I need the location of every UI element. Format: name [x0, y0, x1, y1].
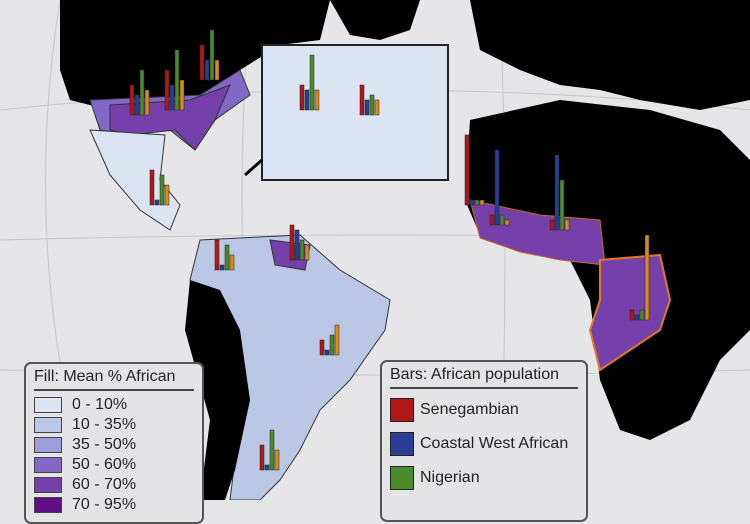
population-bar	[359, 84, 365, 116]
population-bar	[304, 244, 310, 261]
bar-legend-title: Bars: African population	[390, 366, 578, 389]
fill-label: 10 - 35%	[72, 416, 137, 433]
population-bar	[199, 44, 205, 81]
bar-legend-item: Nigerian	[390, 461, 578, 495]
europe-landmass	[470, 0, 750, 110]
population-bar	[149, 169, 155, 206]
fill-swatch	[34, 497, 62, 513]
population-bar	[319, 339, 325, 356]
population-bar	[464, 134, 470, 206]
population-bar	[224, 244, 230, 271]
population-bar	[289, 224, 295, 261]
population-bar	[129, 84, 135, 116]
bar-legend-item: Coastal West African	[390, 427, 578, 461]
population-bar	[644, 234, 650, 321]
greenland-landmass	[330, 0, 420, 40]
fill-legend-title: Fill: Mean % African	[34, 368, 194, 391]
population-bar	[499, 214, 505, 226]
fill-legend-item: 35 - 50%	[34, 435, 194, 455]
fill-legend-item: 70 - 95%	[34, 495, 194, 515]
population-bar	[174, 49, 180, 111]
population-bar	[274, 449, 280, 471]
population-bar	[559, 179, 565, 231]
fill-legend-item: 60 - 70%	[34, 475, 194, 495]
north-america-landmass	[60, 0, 330, 110]
population-bar	[494, 149, 500, 226]
population-bar	[554, 154, 560, 231]
fill-swatch	[34, 457, 62, 473]
fill-swatch	[34, 397, 62, 413]
population-bar	[209, 29, 215, 81]
population-bar	[639, 309, 645, 321]
population-bar	[304, 89, 310, 111]
map	[0, 0, 750, 500]
population-bar	[259, 444, 265, 471]
population-bar	[229, 254, 235, 271]
population-bar	[549, 219, 555, 231]
population-bar	[214, 239, 220, 271]
bar-label: Coastal West African	[420, 435, 569, 452]
bar-swatch	[390, 432, 414, 456]
population-bar	[314, 89, 320, 111]
bar-groups	[129, 29, 650, 471]
population-bar	[164, 184, 170, 206]
caribbean-inset	[261, 44, 449, 181]
population-bar	[299, 84, 305, 111]
population-bar	[504, 219, 510, 226]
population-bar	[334, 324, 340, 356]
inset-arrow	[244, 158, 263, 177]
fill-label: 50 - 60%	[72, 456, 137, 473]
population-bar	[179, 79, 185, 111]
population-bar	[329, 334, 335, 356]
population-bar	[219, 264, 225, 271]
fill-swatch	[34, 417, 62, 433]
population-bar	[479, 199, 485, 206]
population-bar	[634, 314, 640, 321]
bar-label: Nigerian	[420, 469, 480, 486]
population-bar	[469, 199, 475, 206]
population-bar	[629, 309, 635, 321]
bar-legend-item: Senegambian	[390, 393, 578, 427]
bar-swatch	[390, 398, 414, 422]
mexico-region	[89, 129, 181, 231]
andes-black	[185, 280, 250, 500]
population-bar	[474, 199, 480, 206]
population-bar	[144, 89, 150, 116]
bar-swatch	[390, 466, 414, 490]
population-bar	[309, 54, 315, 111]
population-bar	[169, 84, 175, 111]
population-bar	[324, 349, 330, 356]
population-bar	[214, 59, 220, 81]
fill-label: 60 - 70%	[72, 476, 137, 493]
fill-label: 0 - 10%	[72, 396, 128, 413]
population-bar	[269, 429, 275, 471]
population-bar	[204, 59, 210, 81]
population-bar	[159, 174, 165, 206]
fill-legend-item: 0 - 10%	[34, 395, 194, 415]
fill-legend-item: 50 - 60%	[34, 455, 194, 475]
fill-swatch	[34, 477, 62, 493]
fill-label: 70 - 95%	[72, 496, 137, 513]
bar-label: Senegambian	[420, 401, 519, 418]
population-bar	[294, 229, 300, 261]
population-bar	[134, 94, 140, 116]
population-bar	[139, 69, 145, 116]
population-bar	[299, 239, 305, 261]
bar-legend: Bars: African population Senegambian Coas…	[380, 360, 588, 522]
fill-swatch	[34, 437, 62, 453]
fill-label: 35 - 50%	[72, 436, 137, 453]
population-bar	[154, 199, 160, 206]
population-bar	[489, 214, 495, 226]
population-bar	[264, 464, 270, 471]
population-bar	[374, 99, 380, 116]
population-bar	[364, 99, 370, 116]
population-bar	[564, 219, 570, 231]
population-bar	[369, 94, 375, 116]
population-bar	[164, 69, 170, 111]
fill-legend-item: 10 - 35%	[34, 415, 194, 435]
